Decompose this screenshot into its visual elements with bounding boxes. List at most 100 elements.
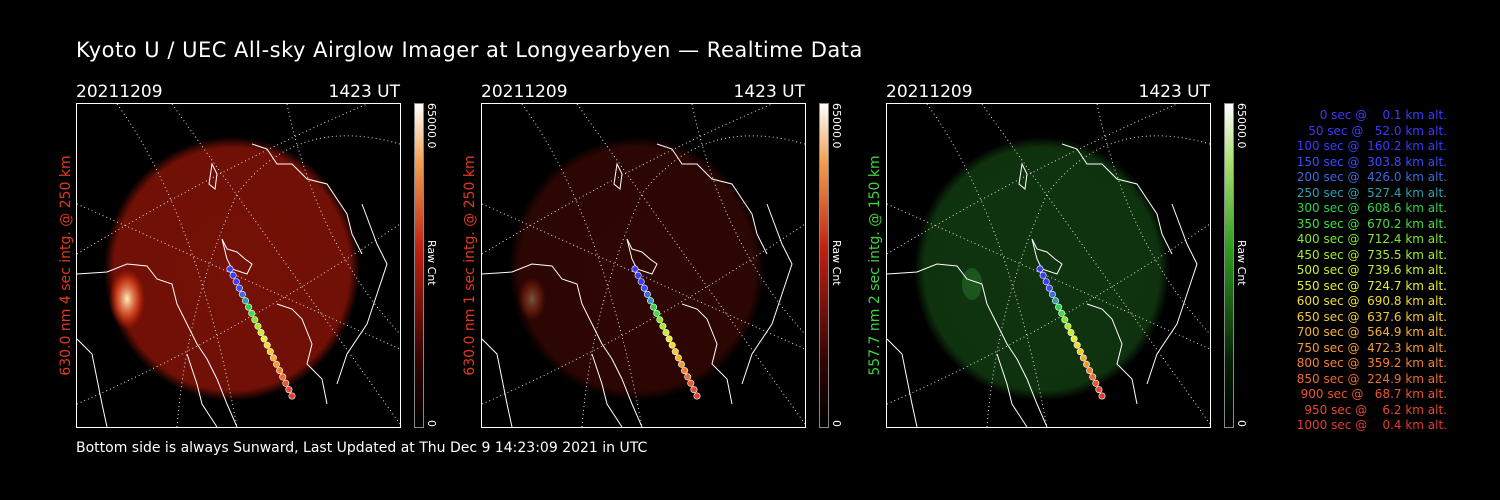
legend-row: 800 sec @ 359.2 km alt. <box>1296 356 1447 370</box>
trajectory-dot <box>681 367 689 375</box>
trajectory-dot <box>248 309 256 317</box>
trajectory-dot <box>226 265 234 273</box>
panel-3-colorbar-min: 0 <box>1235 420 1248 427</box>
legend-row: 750 sec @ 472.3 km alt. <box>1296 340 1447 355</box>
trajectory-dot <box>634 271 642 279</box>
aurora-bright-spot <box>109 269 145 329</box>
legend-row: 950 sec @ 6.2 km alt. <box>1304 402 1447 417</box>
trajectory-dot <box>235 284 243 292</box>
trajectory-dot <box>656 316 664 324</box>
trajectory-dot <box>674 354 682 362</box>
trajectory-dot <box>1064 322 1072 330</box>
legend-row: 550 sec @ 724.7 km alt. <box>1296 278 1447 293</box>
trajectory-dot <box>273 360 281 368</box>
legend-row: 50 sec @ 52.0 km alt. <box>1308 123 1447 138</box>
legend-row: 0 sec @ 0.1 km alt. <box>1319 108 1447 122</box>
legend-row: 600 sec @ 690.8 km alt. <box>1296 294 1447 308</box>
trajectory-dot <box>678 360 686 368</box>
trajectory-dot <box>1098 392 1106 400</box>
trajectory-dot <box>1036 265 1044 273</box>
aurora-bright-spot <box>962 268 982 300</box>
trajectory-dot <box>269 354 277 362</box>
legend-row: 850 sec @ 224.9 km alt. <box>1296 371 1447 386</box>
trajectory-dot <box>1058 309 1066 317</box>
panel-1-date: 20211209 <box>76 82 163 102</box>
legend-row: 250 sec @ 527.4 km alt. <box>1296 185 1447 200</box>
legend-row: 400 sec @ 712.4 km alt. <box>1296 232 1447 246</box>
trajectory-dot <box>637 278 645 286</box>
legend-row: 100 sec @ 160.2 km alt. <box>1296 139 1447 153</box>
trajectory-dot <box>1048 290 1056 298</box>
panel-2-colorbar-unit: Raw Cnt <box>830 240 843 286</box>
panel-3-colorbar-unit: Raw Cnt <box>1235 240 1248 286</box>
trajectory-dot <box>276 367 284 375</box>
legend-row: 500 sec @ 739.6 km alt. <box>1296 263 1447 277</box>
trajectory-dot <box>229 271 237 279</box>
panel-2-image <box>481 103 806 428</box>
trajectory-dot <box>631 265 639 273</box>
trajectory-dot <box>1086 367 1094 375</box>
trajectory-dot <box>1067 329 1075 337</box>
trajectory-dot <box>640 284 648 292</box>
trajectory-dot <box>1042 278 1050 286</box>
panel-3-date: 20211209 <box>886 82 973 102</box>
trajectory-dot <box>1061 316 1069 324</box>
panel-1-time: 1423 UT <box>328 82 401 102</box>
trajectory-dot <box>659 322 667 330</box>
panel-1-colorbar-min: 0 <box>425 420 438 427</box>
map-grid <box>887 104 1210 427</box>
trajectory-dot <box>662 329 670 337</box>
trajectory-dot <box>263 341 271 349</box>
coastlines <box>887 143 1198 427</box>
panel-2-colorbar-min: 0 <box>830 420 843 427</box>
legend-row: 200 sec @ 426.0 km alt. <box>1296 170 1447 184</box>
panel-2-date: 20211209 <box>481 82 568 102</box>
trajectory-dots <box>226 265 296 400</box>
page-title: Kyoto U / UEC All-sky Airglow Imager at … <box>76 38 863 62</box>
trajectory-dot <box>650 303 658 311</box>
legend-row: 300 sec @ 608.6 km alt. <box>1296 201 1447 215</box>
panel-2-colorbar <box>819 103 829 428</box>
trajectory-dot <box>1052 297 1060 305</box>
trajectory-dot <box>282 379 290 387</box>
panel-3-colorbar <box>1224 103 1234 428</box>
trajectory-dot <box>266 348 274 356</box>
footer-status: Bottom side is always Sunward, Last Upda… <box>76 440 648 456</box>
trajectory-dot <box>690 386 698 394</box>
trajectory-dot <box>1055 303 1063 311</box>
legend-row: 1000 sec @ 0.4 km alt. <box>1296 418 1447 432</box>
trajectory-dot <box>232 278 240 286</box>
panel-map-svg <box>482 104 805 427</box>
panel-1-image <box>76 103 401 428</box>
trajectory-dots <box>1036 265 1106 400</box>
panel-1-colorbar-unit: Raw Cnt <box>425 240 438 286</box>
trajectory-dot <box>687 379 695 387</box>
trajectory-dots <box>631 265 701 400</box>
trajectory-dot <box>693 392 701 400</box>
trajectory-dot <box>653 309 661 317</box>
panel-1-colorbar-max: 65000.0 <box>425 103 438 149</box>
map-grid <box>77 104 400 427</box>
trajectory-dot <box>257 329 265 337</box>
legend-row: 150 sec @ 303.8 km alt. <box>1296 154 1447 169</box>
trajectory-dot <box>279 373 287 381</box>
trajectory-dot <box>260 335 268 343</box>
panel-1-side-label: 630.0 nm 4 sec intg. @ 250 km <box>58 155 74 376</box>
trajectory-dot <box>671 348 679 356</box>
trajectory-dot <box>668 341 676 349</box>
trajectory-dot <box>245 303 253 311</box>
aurora-bright-spot <box>518 277 546 321</box>
trajectory-dot <box>1095 386 1103 394</box>
trajectory-dot <box>684 373 692 381</box>
panel-1-colorbar <box>414 103 424 428</box>
trajectory-dot <box>647 297 655 305</box>
coastlines <box>77 143 388 427</box>
panel-map-svg <box>77 104 400 427</box>
trajectory-dot <box>285 386 293 394</box>
trajectory-dot <box>643 290 651 298</box>
legend-row: 700 sec @ 564.9 km alt. <box>1296 325 1447 339</box>
trajectory-dot <box>242 297 250 305</box>
trajectory-dot <box>1076 348 1084 356</box>
trajectory-dot <box>665 335 673 343</box>
legend-row: 350 sec @ 670.2 km alt. <box>1296 216 1447 231</box>
